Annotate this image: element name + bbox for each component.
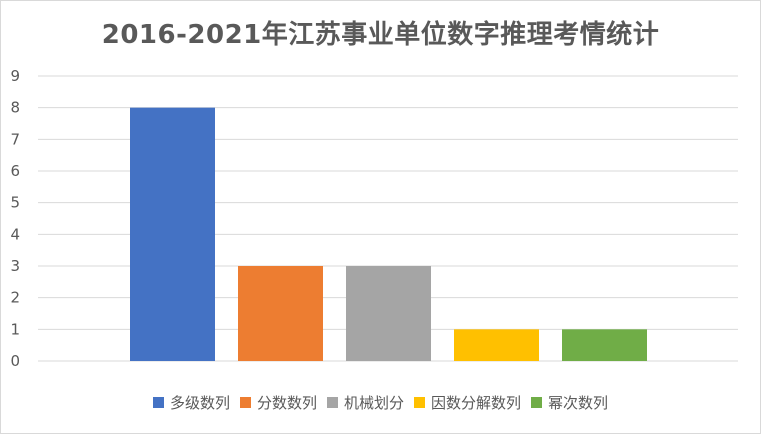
legend: 多级数列 分数数列 机械划分 因数分解数列 幂次数列 <box>0 392 761 413</box>
legend-swatch <box>414 397 425 408</box>
y-tick-label: 1 <box>10 320 20 338</box>
legend-label: 幂次数列 <box>548 394 609 412</box>
y-tick-label: 9 <box>10 67 20 85</box>
bar-1 <box>130 107 215 362</box>
y-tick-label: 0 <box>10 352 20 370</box>
legend-item: 因数分解数列 <box>414 392 521 413</box>
legend-item: 机械划分 <box>326 392 404 413</box>
legend-label: 多级数列 <box>169 394 230 412</box>
y-tick-label: 5 <box>10 194 20 212</box>
bar-5 <box>562 329 647 361</box>
legend-swatch <box>239 397 251 408</box>
y-tick-label: 2 <box>10 289 20 307</box>
legend-swatch <box>152 397 164 408</box>
legend-item: 幂次数列 <box>531 392 608 413</box>
legend-item: 分数数列 <box>239 392 317 413</box>
y-tick-label: 6 <box>10 162 20 180</box>
legend-swatch <box>326 397 338 408</box>
y-tick-label: 3 <box>10 257 20 275</box>
bar-4 <box>454 329 539 361</box>
legend-swatch <box>531 397 543 408</box>
bar-2 <box>238 266 323 361</box>
legend-label: 因数分解数列 <box>431 394 522 412</box>
bar-3 <box>346 266 431 361</box>
legend-item: 多级数列 <box>152 392 230 413</box>
y-tick-label: 4 <box>10 225 20 243</box>
y-tick-label: 7 <box>10 130 20 148</box>
y-tick-label: 8 <box>10 99 20 117</box>
legend-label: 分数数列 <box>256 394 317 412</box>
legend-label: 机械划分 <box>343 394 404 412</box>
chart-title: 2016-2021年江苏事业单位数字推理考情统计 <box>101 20 660 50</box>
